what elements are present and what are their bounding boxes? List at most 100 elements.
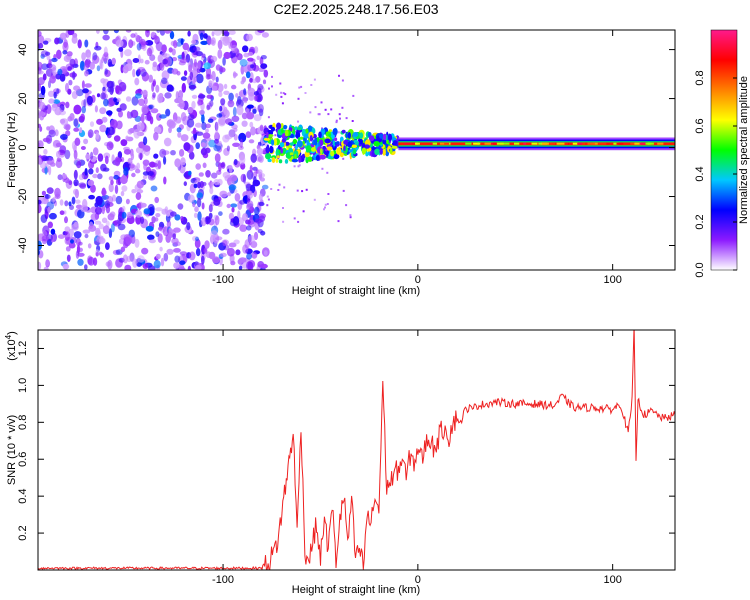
spectrogram-cell <box>57 174 63 181</box>
spectrogram-cell <box>38 43 44 49</box>
spectrogram-cell <box>194 238 201 249</box>
spectrogram-cell <box>221 161 226 169</box>
spectrogram-cell <box>122 65 129 74</box>
spectrogram-cell <box>247 87 256 97</box>
spectrogram-cell <box>57 68 63 76</box>
y-tick-label: -20 <box>17 189 29 205</box>
spectrogram-cell <box>87 243 92 249</box>
spectrogram-cell <box>134 77 140 86</box>
spectrogram-cell <box>142 263 149 270</box>
spectrogram-cell <box>246 33 253 42</box>
spectrogram-cell <box>118 110 123 118</box>
spectrogram-cell <box>379 133 384 139</box>
spectrogram-cell <box>74 137 81 146</box>
spectrogram-cell <box>232 106 237 117</box>
spectrogram-cell <box>169 30 175 40</box>
spectrogram-cell <box>38 157 42 165</box>
spectrogram-cell <box>246 169 254 180</box>
spectrogram-cell <box>222 171 231 179</box>
spectrogram-cell <box>175 41 182 47</box>
spectrogram-cell <box>94 45 102 51</box>
spectrogram-cell <box>245 131 252 139</box>
spectrogram-cell <box>201 255 205 265</box>
spectrogram-cell <box>130 152 135 161</box>
spectrogram-cell <box>271 157 276 163</box>
spectrogram-cell <box>53 91 57 99</box>
spectrogram-cell <box>214 215 220 226</box>
spectrogram-cell <box>69 113 75 121</box>
spectrogram-cell <box>582 142 585 145</box>
spectrogram-cell <box>87 256 95 266</box>
spectrogram-cell <box>294 126 298 131</box>
spectrogram-cell <box>283 186 286 189</box>
spectrogram-cell <box>224 134 233 140</box>
spectrogram-cell <box>292 138 298 145</box>
spectrogram-cell <box>124 49 132 57</box>
spectrogram-cell <box>248 139 255 144</box>
spectrogram-cell <box>191 94 198 99</box>
spectrogram-cell <box>233 159 238 166</box>
spectrogram-cell <box>103 98 109 107</box>
spectrogram-cell <box>200 147 208 156</box>
spectrogram-cell <box>79 127 83 134</box>
spectrogram-cell <box>131 189 137 194</box>
spectrogram-cell <box>204 240 210 249</box>
spectrogram-cell <box>231 207 235 213</box>
spectrogram-cell <box>105 261 111 267</box>
spectrogram-cell <box>255 154 264 163</box>
spectrogram-cell <box>271 139 275 146</box>
spectrogram-cell <box>125 198 130 205</box>
spectrogram-cell <box>326 146 333 151</box>
spectrogram-cell <box>238 265 243 270</box>
spectrogram-cell <box>157 93 163 104</box>
spectrogram-cell <box>117 223 126 231</box>
spectrogram-cell <box>218 211 223 217</box>
spectrogram-cell <box>215 64 221 71</box>
spectrogram-cell <box>132 68 136 78</box>
spectrogram-cell <box>125 96 132 102</box>
spectrogram-cell <box>88 194 95 200</box>
spectrogram-cell <box>50 228 56 235</box>
spectrogram-cell <box>313 78 316 81</box>
spectrogram-cell <box>256 55 260 60</box>
spectrogram-cell <box>298 164 301 167</box>
spectrogram-cell <box>198 94 206 99</box>
colorbar-tick-label: 0.8 <box>694 70 706 85</box>
spectrogram-cell <box>239 59 248 67</box>
spectrogram-cell <box>73 188 79 195</box>
spectrogram-cell <box>116 97 121 103</box>
spectrogram-cell <box>239 199 246 205</box>
spectrogram-cell <box>73 85 81 91</box>
spectrogram-cell <box>379 148 383 155</box>
spectrogram-cell <box>219 252 227 258</box>
spectrogram-cell <box>188 64 193 73</box>
spectrogram-cell <box>153 153 159 159</box>
spectrogram-cell <box>81 80 85 90</box>
spectrogram-cell <box>324 206 326 209</box>
spectrogram-cell <box>199 109 205 115</box>
spectrogram-cell <box>278 183 281 186</box>
spectrogram-cell <box>170 150 176 156</box>
spectrogram-cell <box>263 69 269 78</box>
spectrogram-cell <box>186 222 191 231</box>
spectrogram-cell <box>76 161 82 169</box>
spectrogram-cell <box>266 204 269 207</box>
spectrogram-cell <box>151 216 156 224</box>
spectrogram-cell <box>321 167 324 170</box>
spectrogram-cell <box>439 142 445 145</box>
spectrogram-cell <box>155 231 160 238</box>
spectrogram-cell <box>276 122 282 130</box>
y-tick-label: 20 <box>17 92 29 104</box>
spectrogram-cell <box>102 34 110 41</box>
spectrogram-cell <box>613 142 619 145</box>
spectrogram-cell <box>99 252 105 258</box>
spectrogram-cell <box>161 44 167 53</box>
spectrogram-cell <box>282 220 285 223</box>
spectrogram-cell <box>210 37 216 46</box>
spectrogram-cell <box>263 250 268 256</box>
spectrogram-cell <box>109 85 114 95</box>
spectrogram-cell <box>480 142 485 145</box>
spectrogram-cell <box>163 137 172 147</box>
spectrogram-cell <box>84 168 88 176</box>
spectrogram-cell <box>62 173 67 179</box>
